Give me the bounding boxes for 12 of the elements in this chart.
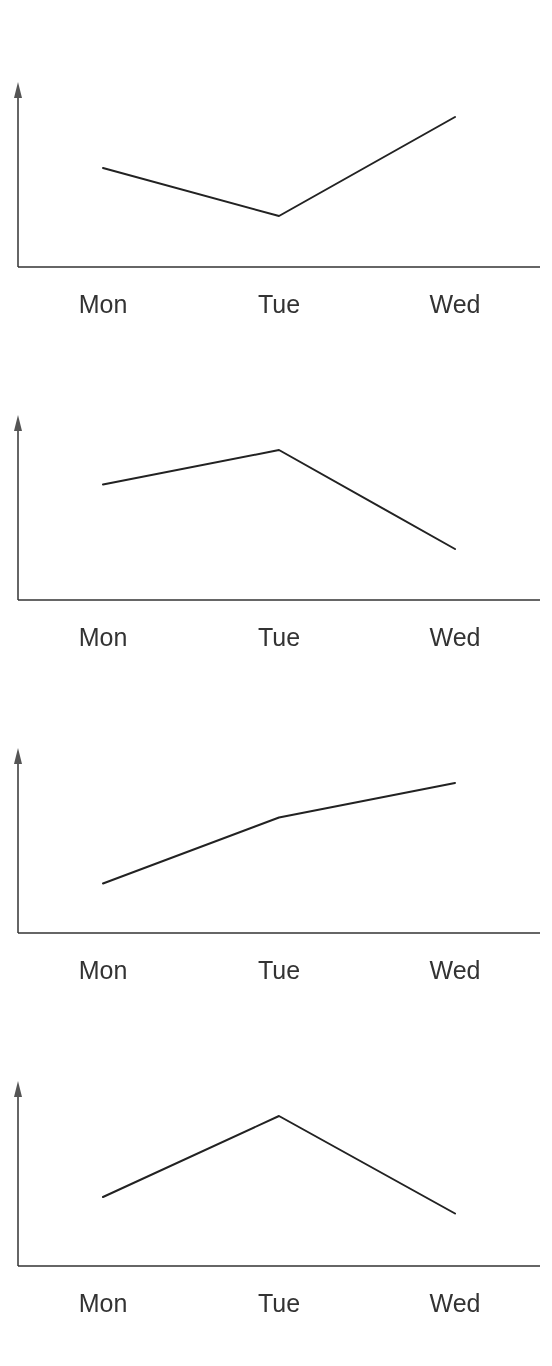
x-tick-label: Tue [257, 1289, 301, 1317]
x-tick-label: Wed [429, 956, 481, 984]
x-tick-label: Mon [78, 290, 128, 318]
x-tick-label: Wed [429, 290, 481, 318]
x-tick-label: Mon [78, 956, 128, 984]
x-tick-label: Mon [78, 623, 128, 651]
x-tick-label: Tue [257, 623, 301, 651]
x-tick-label: Tue [257, 956, 301, 984]
x-tick-label: Wed [429, 1289, 481, 1317]
x-tick-label: Wed [429, 623, 481, 651]
x-tick-label: Tue [257, 290, 301, 318]
x-tick-label: Mon [78, 1289, 128, 1317]
